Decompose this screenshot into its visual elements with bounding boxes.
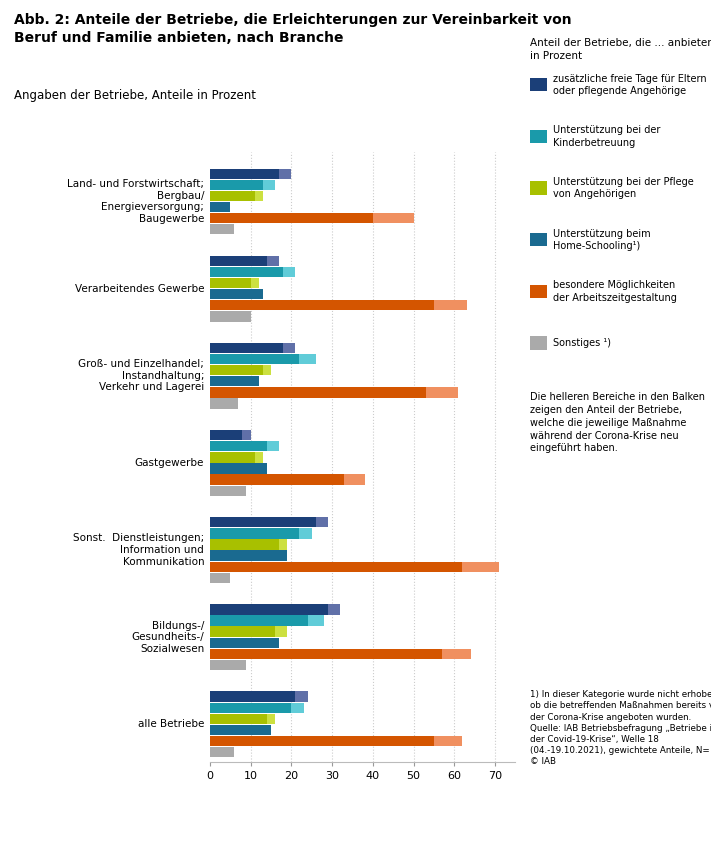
Bar	[295, 691, 308, 701]
Bar	[242, 430, 250, 440]
Bar	[210, 213, 373, 224]
Bar	[442, 649, 471, 659]
Bar	[210, 387, 426, 397]
Bar	[210, 604, 328, 615]
Bar	[267, 714, 275, 724]
Text: besondere Möglichkeiten
der Arbeitszeitgestaltung: besondere Möglichkeiten der Arbeitszeitg…	[553, 280, 677, 302]
Bar	[210, 627, 275, 637]
Bar	[210, 702, 292, 713]
Bar	[373, 213, 414, 224]
Bar	[210, 485, 247, 495]
Bar	[299, 529, 311, 539]
Bar	[462, 562, 499, 572]
Bar	[267, 256, 279, 266]
Bar	[344, 474, 365, 484]
Bar	[210, 441, 267, 451]
Bar	[210, 649, 442, 659]
Bar	[255, 191, 263, 201]
Bar	[210, 518, 316, 528]
Bar	[210, 312, 250, 322]
Bar	[210, 463, 267, 473]
Bar	[210, 169, 279, 179]
Bar	[210, 224, 234, 235]
Text: Angaben der Betriebe, Anteile in Prozent: Angaben der Betriebe, Anteile in Prozent	[14, 89, 256, 102]
Bar	[210, 191, 255, 201]
Bar	[210, 714, 267, 724]
Bar	[279, 540, 287, 550]
Bar	[210, 256, 267, 266]
Bar	[210, 267, 283, 277]
Text: 1) In dieser Kategorie wurde nicht erhoben,
ob die betreffenden Maßnahmen bereit: 1) In dieser Kategorie wurde nicht erhob…	[530, 690, 711, 766]
Text: Anteil der Betriebe, die ... anbieten,
in Prozent: Anteil der Betriebe, die ... anbieten, i…	[530, 38, 711, 60]
Bar	[210, 354, 299, 364]
Bar	[210, 365, 263, 375]
Text: Unterstützung bei der Pflege
von Angehörigen: Unterstützung bei der Pflege von Angehör…	[553, 177, 694, 199]
Text: Die helleren Bereiche in den Balken
zeigen den Anteil der Betriebe,
welche die j: Die helleren Bereiche in den Balken zeig…	[530, 392, 705, 453]
Bar	[283, 267, 295, 277]
Bar	[210, 376, 259, 386]
Bar	[434, 736, 462, 746]
Bar	[279, 169, 292, 179]
Bar	[210, 430, 242, 440]
Text: zusätzliche freie Tage für Eltern
oder pflegende Angehörige: zusätzliche freie Tage für Eltern oder p…	[553, 74, 707, 96]
Text: Unterstützung beim
Home-Schooling¹): Unterstützung beim Home-Schooling¹)	[553, 229, 651, 251]
Text: Sonstiges ¹): Sonstiges ¹)	[553, 338, 611, 348]
Bar	[267, 441, 279, 451]
Bar	[210, 660, 247, 670]
Bar	[434, 300, 466, 311]
Bar	[210, 529, 299, 539]
Bar	[210, 747, 234, 757]
Bar	[210, 562, 462, 572]
Bar	[210, 452, 255, 462]
Bar	[210, 289, 263, 299]
Bar	[308, 616, 324, 626]
Bar	[210, 551, 287, 561]
Bar	[210, 725, 271, 735]
Bar	[210, 573, 230, 583]
Text: Abb. 2: Anteile der Betriebe, die Erleichterungen zur Vereinbarkeit von
Beruf un: Abb. 2: Anteile der Betriebe, die Erleic…	[14, 13, 572, 45]
Bar	[255, 452, 263, 462]
Bar	[210, 398, 238, 409]
Bar	[283, 343, 295, 353]
Bar	[299, 354, 316, 364]
Bar	[210, 278, 250, 288]
Bar	[210, 616, 308, 626]
Bar	[210, 540, 279, 550]
Bar	[210, 180, 263, 190]
Bar	[292, 702, 304, 713]
Bar	[263, 180, 275, 190]
Bar	[210, 691, 295, 701]
Bar	[210, 638, 279, 648]
Bar	[328, 604, 340, 615]
Bar	[275, 627, 287, 637]
Bar	[210, 736, 434, 746]
Bar	[250, 278, 259, 288]
Bar	[316, 518, 328, 528]
Bar	[210, 300, 434, 311]
Bar	[426, 387, 459, 397]
Bar	[263, 365, 271, 375]
Bar	[210, 202, 230, 213]
Text: Unterstützung bei der
Kinderbetreuung: Unterstützung bei der Kinderbetreuung	[553, 125, 661, 147]
Bar	[210, 343, 283, 353]
Bar	[210, 474, 344, 484]
